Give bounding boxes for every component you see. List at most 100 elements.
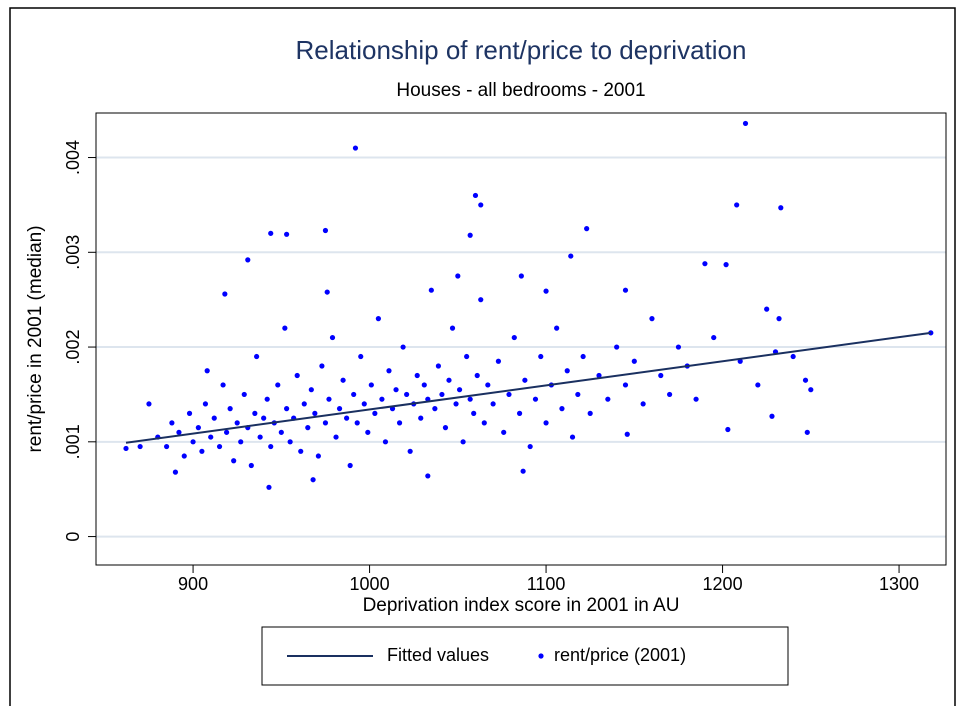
scatter-point bbox=[298, 448, 304, 454]
scatter-point bbox=[354, 420, 360, 426]
scatter-point bbox=[294, 372, 300, 379]
scatter-point bbox=[587, 410, 593, 416]
y-tick-label: 0 bbox=[63, 532, 83, 542]
scatter-point bbox=[393, 387, 399, 393]
scatter-point bbox=[227, 406, 233, 412]
scatter-point bbox=[268, 443, 274, 450]
scatter-point bbox=[667, 391, 673, 398]
scatter-point bbox=[241, 391, 247, 398]
scatter-point bbox=[224, 429, 230, 435]
scatter-point bbox=[234, 420, 240, 426]
scatter-point bbox=[220, 382, 226, 388]
scatter-point bbox=[472, 192, 479, 199]
scatter-point bbox=[649, 316, 655, 322]
scatter-point bbox=[564, 368, 570, 374]
scatter-point bbox=[802, 377, 809, 383]
scatter-point bbox=[658, 372, 664, 379]
scatter-point bbox=[301, 401, 307, 407]
scatter-point bbox=[723, 262, 729, 268]
legend-label: rent/price (2001) bbox=[554, 645, 686, 665]
scatter-point bbox=[358, 353, 364, 360]
scatter-point bbox=[568, 253, 574, 259]
scatter-point bbox=[693, 396, 699, 402]
scatter-point bbox=[278, 429, 284, 435]
scatter-point bbox=[804, 429, 810, 435]
scatter-point bbox=[275, 382, 281, 388]
scatter-point bbox=[605, 396, 611, 402]
scatter-point bbox=[511, 334, 517, 341]
scatter-point bbox=[181, 453, 187, 459]
scatter-point bbox=[520, 468, 526, 474]
scatter-point bbox=[711, 334, 717, 341]
x-tick-label: 1000 bbox=[350, 574, 390, 594]
y-tick-label: .004 bbox=[63, 140, 83, 175]
scatter-point bbox=[622, 287, 629, 293]
scatter-point bbox=[501, 429, 507, 435]
x-tick-label: 1100 bbox=[527, 574, 566, 594]
scatter-point bbox=[336, 406, 343, 412]
scatter-point bbox=[238, 439, 244, 445]
scatter-point bbox=[322, 420, 329, 426]
scatter-point bbox=[382, 439, 389, 445]
scatter-point bbox=[518, 273, 524, 279]
y-axis-label: rent/price in 2001 (median) bbox=[25, 225, 46, 452]
scatter-point bbox=[137, 443, 143, 450]
scatter-point bbox=[404, 391, 410, 398]
scatter-point bbox=[329, 334, 336, 341]
scatter-point bbox=[432, 406, 438, 412]
scatter-point bbox=[624, 431, 630, 437]
scatter-point bbox=[340, 377, 346, 383]
scatter-point bbox=[776, 316, 782, 322]
scatter-point bbox=[284, 406, 290, 412]
scatter-point bbox=[190, 439, 196, 445]
scatter-point bbox=[123, 445, 129, 452]
scatter-point bbox=[418, 415, 424, 421]
scatter-point bbox=[742, 120, 749, 127]
scatter-point bbox=[449, 325, 456, 331]
scatter-point bbox=[622, 382, 629, 388]
scatter-point bbox=[282, 325, 288, 331]
scatter-point bbox=[421, 382, 427, 388]
scatter-point bbox=[467, 396, 473, 402]
scatter-point bbox=[769, 413, 775, 419]
scatter-point bbox=[146, 401, 152, 407]
scatter-point bbox=[252, 410, 258, 416]
scatter-point bbox=[310, 477, 316, 483]
scatter-point bbox=[186, 410, 193, 416]
scatter-point bbox=[675, 344, 682, 350]
plot-frame bbox=[95, 112, 947, 566]
scatter-point bbox=[396, 420, 403, 426]
scatter-point bbox=[516, 410, 523, 416]
scatter-point bbox=[287, 439, 293, 445]
scatter-point bbox=[204, 368, 210, 374]
x-tick-label: 900 bbox=[178, 574, 208, 594]
scatter-point bbox=[490, 401, 496, 407]
scatter-point bbox=[169, 420, 175, 426]
scatter-point bbox=[478, 297, 484, 303]
scatter-point bbox=[326, 396, 332, 402]
scatter-point bbox=[455, 273, 461, 279]
scatter-point bbox=[319, 363, 325, 369]
scatter-point bbox=[351, 391, 357, 398]
scatter-point bbox=[199, 448, 205, 454]
scatter-point bbox=[266, 484, 272, 490]
x-tick-label: 1200 bbox=[703, 574, 743, 594]
scatter-point bbox=[248, 462, 254, 469]
scatter-point bbox=[163, 443, 170, 450]
scatter-point bbox=[614, 344, 620, 350]
scatter-point bbox=[361, 401, 367, 407]
scatter-point bbox=[467, 232, 473, 238]
scatter-point bbox=[176, 429, 182, 435]
scatter-point bbox=[734, 202, 740, 208]
scatter-point bbox=[222, 291, 228, 297]
scatter-point bbox=[305, 424, 311, 431]
y-tick-label: .002 bbox=[63, 330, 83, 365]
scatter-point bbox=[755, 382, 761, 388]
scatter-point bbox=[208, 434, 214, 440]
scatter-point bbox=[333, 434, 339, 440]
scatter-point bbox=[575, 391, 581, 398]
scatter-point bbox=[344, 415, 350, 421]
scatter-point bbox=[538, 353, 544, 360]
scatter-point bbox=[324, 289, 330, 295]
